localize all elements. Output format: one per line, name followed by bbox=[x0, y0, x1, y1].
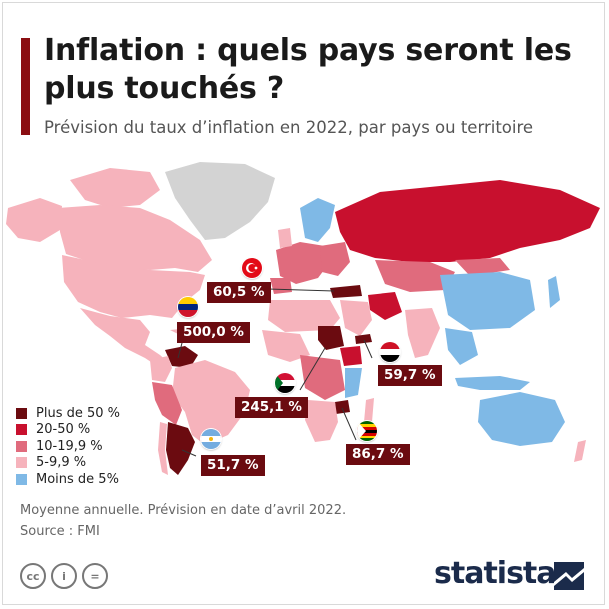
canada bbox=[58, 205, 212, 272]
peru-bolivia bbox=[152, 382, 182, 425]
madagascar bbox=[364, 398, 374, 422]
sudan-leader bbox=[299, 347, 326, 391]
legend-swatch bbox=[16, 424, 27, 436]
statista-logo[interactable]: statista bbox=[434, 556, 557, 591]
argentina-flag-icon bbox=[201, 429, 221, 449]
greenland bbox=[165, 162, 275, 240]
callout-yemen: 59,7 % bbox=[378, 365, 442, 386]
zimbabwe-leader bbox=[341, 407, 357, 441]
legend-swatch bbox=[16, 473, 27, 485]
source: Source : FMI bbox=[20, 524, 100, 539]
north-africa bbox=[268, 300, 340, 332]
eastern-europe bbox=[320, 242, 350, 276]
cc-icon[interactable]: cc bbox=[20, 563, 46, 589]
japan bbox=[548, 276, 560, 308]
yemen-flag-icon bbox=[380, 342, 400, 362]
turkey-flag-icon bbox=[242, 258, 262, 278]
sudan-flag-icon bbox=[275, 373, 295, 393]
title-accent-bar bbox=[21, 38, 30, 135]
yemen-leader bbox=[363, 339, 373, 359]
callout-argentina: 51,7 % bbox=[201, 455, 265, 476]
scandinavia bbox=[300, 198, 335, 242]
callout-turkey: 60,5 % bbox=[207, 282, 271, 303]
yemen bbox=[355, 334, 372, 344]
world-map bbox=[6, 162, 600, 475]
venezuela bbox=[165, 346, 198, 368]
attribution-icon[interactable]: i bbox=[51, 563, 77, 589]
zimbabwe bbox=[335, 400, 350, 414]
legend-swatch bbox=[16, 407, 27, 419]
zimbabwe-flag-icon bbox=[357, 421, 377, 441]
iberia bbox=[270, 278, 292, 294]
legend-item: Plus de 50 % bbox=[16, 405, 120, 422]
iran bbox=[368, 292, 402, 320]
sudan bbox=[318, 326, 344, 350]
middle-east bbox=[340, 300, 372, 336]
legend-label: Plus de 50 % bbox=[36, 405, 121, 421]
callout-zimbabwe: 86,7 % bbox=[346, 444, 410, 465]
turkey bbox=[330, 285, 362, 298]
legend-item: 10-19,9 % bbox=[16, 438, 120, 455]
chile bbox=[158, 422, 168, 475]
legend-item: Moins de 5% bbox=[16, 471, 120, 488]
australia bbox=[478, 392, 565, 446]
western-europe bbox=[276, 242, 330, 284]
new-zealand bbox=[574, 440, 586, 462]
callout-venezuela: 500,0 % bbox=[177, 322, 250, 343]
legend-label: 20-50 % bbox=[36, 422, 91, 438]
argentina-leader bbox=[181, 449, 197, 457]
usa bbox=[62, 255, 205, 318]
southern-africa bbox=[305, 400, 338, 442]
uk bbox=[278, 228, 292, 248]
arctic-canada bbox=[70, 168, 160, 208]
west-africa bbox=[262, 330, 310, 362]
mongolia bbox=[455, 258, 510, 276]
legend-label: 10-19,9 % bbox=[36, 438, 103, 454]
ethiopia bbox=[340, 346, 362, 366]
mexico bbox=[80, 308, 170, 368]
callout-sudan: 245,1 % bbox=[235, 397, 308, 418]
page-title: Inflation : quels pays seront les plus t… bbox=[44, 33, 572, 106]
legend: Plus de 50 % 20-50 % 10-19,9 % 5-9,9 % M… bbox=[16, 405, 120, 488]
legend-label: Moins de 5% bbox=[36, 471, 119, 487]
east-africa bbox=[345, 368, 362, 398]
china bbox=[440, 272, 535, 330]
russia bbox=[335, 180, 600, 262]
indonesia bbox=[455, 376, 530, 390]
legend-item: 20-50 % bbox=[16, 422, 120, 439]
central-africa bbox=[300, 355, 345, 400]
brazil bbox=[172, 360, 250, 445]
license-icons: cc i = bbox=[20, 563, 108, 589]
subtitle: Prévision du taux d’inflation en 2022, p… bbox=[44, 118, 534, 137]
statista-logo-mark bbox=[554, 562, 584, 590]
turkey-leader bbox=[267, 288, 335, 292]
legend-item: 5-9,9 % bbox=[16, 455, 120, 472]
legend-swatch bbox=[16, 440, 27, 452]
alaska bbox=[6, 198, 62, 242]
colombia bbox=[150, 356, 172, 382]
central-asia bbox=[375, 260, 455, 292]
southeast-asia bbox=[445, 328, 478, 365]
footnote: Moyenne annuelle. Prévision en date d’av… bbox=[20, 503, 347, 518]
argentina bbox=[166, 422, 195, 475]
no-derivatives-icon[interactable]: = bbox=[82, 563, 108, 589]
legend-label: 5-9,9 % bbox=[36, 455, 87, 471]
legend-swatch bbox=[16, 457, 27, 469]
venezuela-flag-icon bbox=[178, 297, 198, 317]
india bbox=[405, 308, 440, 358]
